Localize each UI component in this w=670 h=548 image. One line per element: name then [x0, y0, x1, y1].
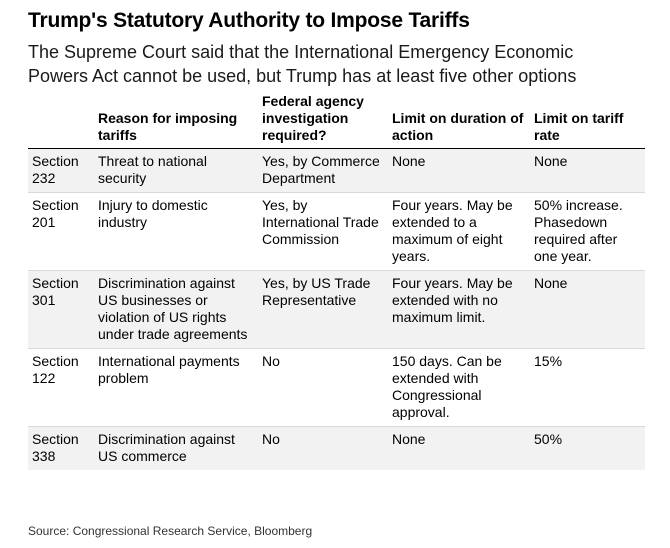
header-duration: Limit on duration of action — [388, 93, 530, 149]
cell-investigation: Yes, by International Trade Commission — [258, 192, 388, 271]
table-row: Section 201 Injury to domestic industry … — [28, 192, 645, 271]
header-reason: Reason for imposing tariffs — [94, 93, 258, 149]
cell-section: Section 301 — [28, 270, 94, 349]
cell-duration: Four years. May be extended with no maxi… — [388, 270, 530, 349]
chart-title: Trump's Statutory Authority to Impose Ta… — [28, 9, 470, 32]
cell-rate: 50% — [530, 426, 645, 470]
cell-reason: Discrimination against US businesses or … — [94, 270, 258, 349]
cell-reason: Injury to domestic industry — [94, 192, 258, 271]
cell-rate: None — [530, 148, 645, 193]
cell-section: Section 232 — [28, 148, 94, 193]
header-section — [28, 93, 94, 149]
cell-investigation: Yes, by US Trade Representative — [258, 270, 388, 349]
table-row: Section 301 Discrimination against US bu… — [28, 270, 645, 349]
subtitle-line-2: Powers Act cannot be used, but Trump has… — [28, 66, 577, 86]
tariff-authority-table: Reason for imposing tariffs Federal agen… — [28, 93, 645, 470]
cell-section: Section 122 — [28, 348, 94, 427]
cell-investigation: Yes, by Commerce Department — [258, 148, 388, 193]
header-investigation: Federal agency investigation required? — [258, 93, 388, 149]
table-row: Section 232 Threat to national security … — [28, 148, 645, 193]
cell-investigation: No — [258, 348, 388, 427]
table-row: Section 122 International payments probl… — [28, 348, 645, 427]
cell-duration: None — [388, 426, 530, 470]
table-row: Section 338 Discrimination against US co… — [28, 426, 645, 470]
cell-rate: None — [530, 270, 645, 349]
cell-rate: 15% — [530, 348, 645, 427]
table-header-row: Reason for imposing tariffs Federal agen… — [28, 93, 645, 149]
cell-duration: 150 days. Can be extended with Congressi… — [388, 348, 530, 427]
header-rate: Limit on tariff rate — [530, 93, 645, 149]
cell-reason: Discrimination against US commerce — [94, 426, 258, 470]
source-note: Source: Congressional Research Service, … — [28, 524, 313, 538]
cell-investigation: No — [258, 426, 388, 470]
cell-duration: Four years. May be extended to a maximum… — [388, 192, 530, 271]
cell-rate: 50% increase. Phasedown required after o… — [530, 192, 645, 271]
cell-section: Section 338 — [28, 426, 94, 470]
cell-duration: None — [388, 148, 530, 193]
subtitle: The Supreme Court said that the Internat… — [28, 40, 658, 88]
cell-reason: International payments problem — [94, 348, 258, 427]
cell-section: Section 201 — [28, 192, 94, 271]
cell-reason: Threat to national security — [94, 148, 258, 193]
subtitle-line-1: The Supreme Court said that the Internat… — [28, 42, 574, 62]
